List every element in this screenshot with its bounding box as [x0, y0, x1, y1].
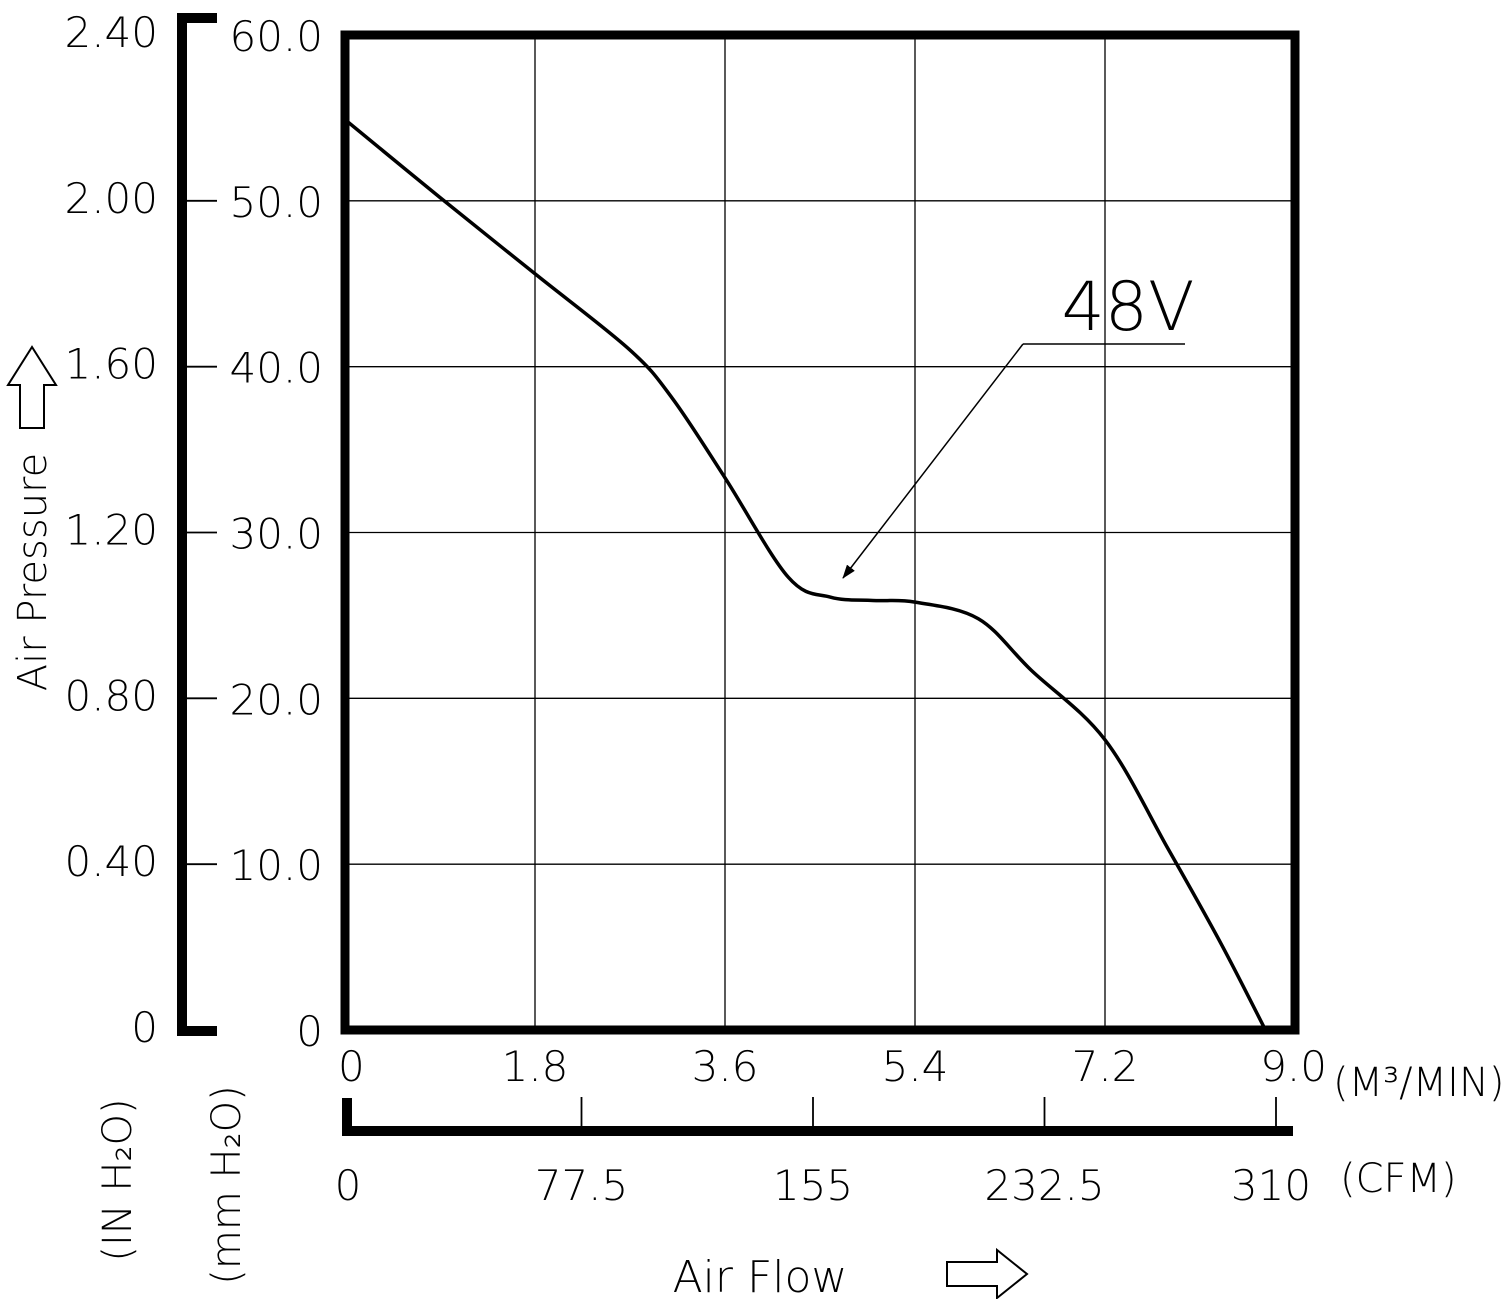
y-tick-label: 0 — [296, 1007, 323, 1056]
y-tick-label: 60.0 — [229, 12, 323, 61]
axes — [177, 13, 1293, 1136]
x-secondary-tick-label: 77.5 — [535, 1161, 629, 1210]
annotation: 48V — [842, 268, 1195, 579]
x-unit-secondary: (CFM) — [1340, 1156, 1457, 1202]
x-secondary-tick-label: 0 — [335, 1161, 362, 1210]
x-tick-label: 5.4 — [882, 1042, 949, 1091]
series-line-48v — [343, 118, 1267, 1031]
y-secondary-tick-label: 0 — [131, 1003, 158, 1052]
y-secondary-tick-label: 2.40 — [64, 8, 158, 57]
x-secondary-tick-label: 155 — [773, 1161, 853, 1210]
x-tick-label: 9.0 — [1260, 1042, 1327, 1091]
x-axis-title: Air Flow — [673, 1252, 848, 1299]
y-tick-label: 50.0 — [229, 178, 323, 227]
annotation-label: 48V — [1061, 268, 1194, 347]
y-secondary-tick-label: 2.00 — [64, 174, 158, 223]
x-tick-label: 3.6 — [692, 1042, 759, 1091]
x-axis-arrow-icon — [946, 1247, 1029, 1299]
x-tick-label: 0 — [338, 1042, 365, 1091]
x-tick-label: 7.2 — [1072, 1042, 1139, 1091]
x-tick-label: 1.8 — [502, 1042, 569, 1091]
y-unit-secondary: (IN H₂O) — [95, 1098, 141, 1261]
y-unit-primary: (mm H₂O) — [204, 1085, 250, 1284]
y-secondary-tick-label: 1.20 — [64, 506, 158, 555]
x-secondary-tick-label: 232.5 — [984, 1161, 1104, 1210]
plot-frame — [340, 30, 1300, 1035]
y-secondary-tick-label: 1.60 — [64, 340, 158, 389]
plot-border — [340, 30, 1300, 1035]
y-tick-label: 40.0 — [229, 344, 323, 393]
y-secondary-tick-label: 0.80 — [64, 671, 158, 720]
x-secondary-tick-label: 310 — [1231, 1161, 1311, 1210]
x-unit-primary: (M³/MIN) — [1333, 1060, 1504, 1106]
y-axis-title: Air Pressure — [10, 453, 56, 691]
y-axis-arrow-icon — [6, 345, 58, 429]
labels: 0 10.0 20.0 30.0 40.0 50.0 60.0 0 0.40 0.80 1.20 1.… — [6, 8, 1504, 1299]
grid — [345, 35, 1295, 1030]
y-tick-label: 30.0 — [229, 510, 323, 559]
y-secondary-tick-label: 0.40 — [64, 837, 158, 886]
annotation-arrow — [842, 343, 1024, 579]
y-tick-label: 20.0 — [229, 675, 323, 724]
series-48v — [343, 118, 1267, 1031]
y-tick-label: 10.0 — [229, 841, 323, 890]
y-axis-secondary-bar — [177, 13, 217, 1036]
x-axis-secondary-bar — [342, 1098, 1293, 1136]
